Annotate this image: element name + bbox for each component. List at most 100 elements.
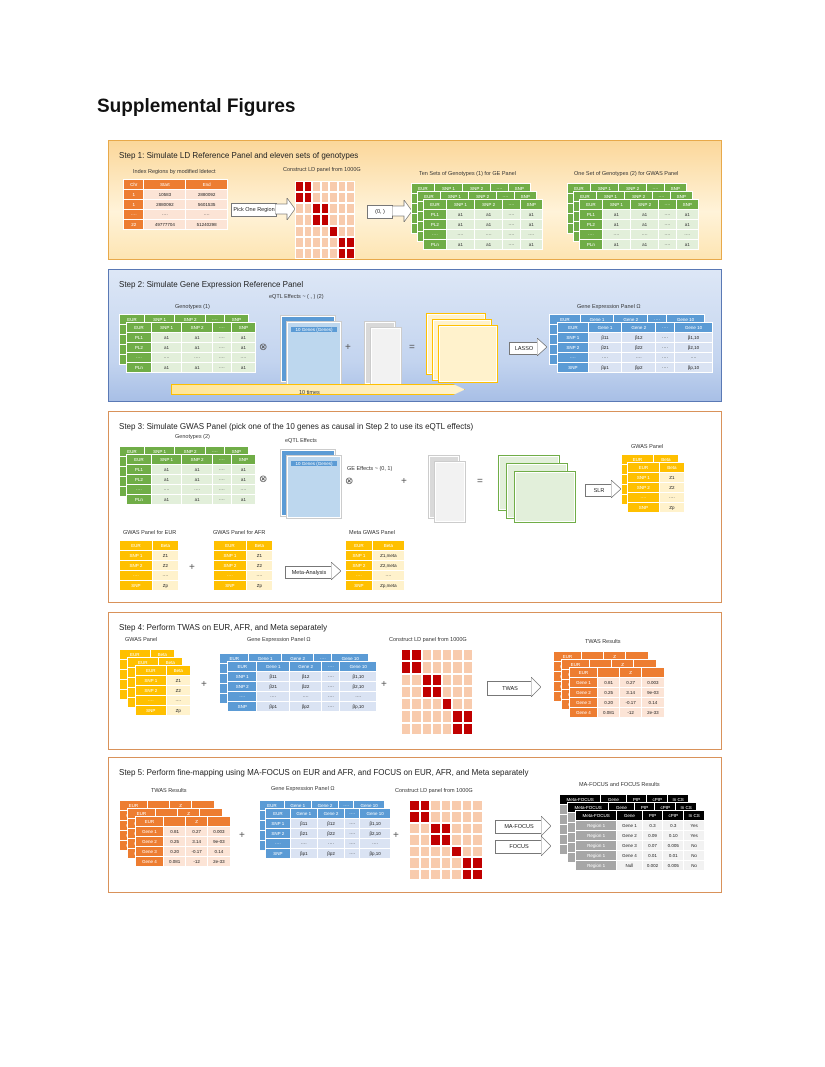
ld-cell — [320, 181, 330, 193]
table-cell: βp,10 — [359, 848, 391, 859]
table-cell: EUR — [135, 816, 164, 827]
ld-cell — [451, 857, 462, 869]
step3-panel: Step 3: Simulate GWAS Panel (pick one of… — [108, 411, 722, 603]
table-cell: ···· — [316, 838, 346, 849]
table-cell: ···· — [211, 332, 232, 343]
times-label: 10 times — [299, 390, 320, 396]
ld-cell — [452, 685, 463, 699]
table-cell: ···· — [126, 484, 152, 495]
arrow-icon — [541, 816, 551, 836]
eqtl-box: 10 Genes (Genes) — [291, 461, 337, 466]
ld-cell — [303, 214, 313, 226]
table-cell: Z2 — [165, 685, 192, 696]
ld-cell — [337, 192, 347, 204]
ld-cell — [472, 857, 483, 869]
table-cell: -0.17 — [185, 846, 208, 857]
table-cell: ···· — [502, 219, 521, 230]
plus-icon: + — [239, 830, 245, 841]
table-cell: SNP 1 — [135, 675, 167, 686]
page-title: Supplemental Figures — [97, 96, 296, 117]
ld-cell — [452, 698, 463, 711]
ld-cell — [451, 845, 462, 858]
table-cell: Gene 1 — [569, 677, 598, 688]
table-cell: SNP 1 — [119, 550, 153, 561]
ld-cell — [440, 834, 452, 846]
table-cell: a1 — [474, 239, 504, 250]
table-cell: ···· — [181, 352, 213, 363]
table-row: EUR Gene 1 Gene 2 ···· Gene 10 — [259, 800, 385, 811]
table-cell: -12 — [185, 856, 208, 867]
table-cell: 0.81 — [596, 677, 621, 688]
ld-cell — [303, 203, 313, 215]
ld-cell — [431, 685, 443, 699]
geno-table: EUR SNP 1 SNP 2 ···· SNP PL1 a1 a1 ···· a1 PL2 a1 a1… — [126, 322, 257, 373]
table-cell: ···· — [150, 352, 183, 363]
table-cell: Region 1 — [574, 840, 618, 851]
table-cell: ···· — [321, 691, 341, 702]
ld-cell — [295, 192, 304, 204]
ld-cell — [411, 722, 422, 735]
table-cell: SNP — [345, 580, 373, 591]
table-cell: Z — [619, 667, 642, 678]
table-cell: SNP 1 — [150, 454, 183, 465]
step1-title: Step 1: Simulate LD Reference Panel and … — [119, 151, 359, 160]
table-cell: Yes — [683, 830, 705, 841]
ld-cell — [430, 822, 441, 835]
table-cell: 0.25 — [162, 836, 187, 847]
table-cell: Region 1 — [574, 820, 618, 831]
table-cell: ···· — [165, 695, 192, 706]
ld-cell — [320, 214, 330, 226]
ge-table: EUR Gene 1 Gene 2 ···· Gene 10 SNP 1 β11 β12 ···… — [265, 808, 391, 859]
table-cell: Gene 3 — [616, 840, 643, 851]
table-cell: ···· — [211, 494, 232, 505]
ld-cell — [419, 868, 431, 880]
ld-panel-label: Construct LD panel from 1000G — [283, 167, 361, 173]
ld-cell — [430, 868, 441, 880]
ld-cell — [409, 868, 420, 880]
table-cell — [640, 667, 666, 678]
table-cell: Gene 1 — [256, 661, 290, 672]
ld-cell — [442, 649, 453, 662]
ld-cell — [442, 722, 453, 735]
error-card-front — [435, 462, 465, 522]
arrow-icon — [611, 480, 621, 498]
geno-label: Genotypes (2) — [175, 434, 210, 440]
ld-cell — [411, 698, 422, 711]
ld-cell — [303, 247, 313, 259]
error-card-front — [371, 328, 401, 388]
table-cell: ···· — [211, 454, 232, 465]
table-row: EUR Beta — [135, 665, 192, 676]
ld-cell — [421, 685, 432, 699]
table-cell: No — [683, 850, 705, 861]
ld-cell — [312, 225, 321, 237]
table-cell: ···· — [211, 474, 232, 485]
table-cell: ···· — [211, 484, 232, 495]
ld-cell — [462, 710, 473, 723]
table-cell: a1 — [474, 209, 504, 220]
focus-table: Meta-FOCUS Gene PIP cPIP In CS Region 1 Gene 1… — [574, 810, 705, 871]
ld-cell — [452, 661, 463, 674]
ld-cell — [329, 181, 338, 193]
ld-cell — [461, 857, 473, 869]
ld-cell — [411, 685, 422, 699]
table-cell: ···· — [344, 848, 361, 859]
ld-cell — [320, 225, 330, 237]
gwas-eur-table: EUR Beta SNP 1 Z1 SNP 2 Z2 ···· ···· SNP Zp — [119, 540, 180, 591]
ge-table: EUR Gene 1 Gene 2 ···· Gene 10 SNP 1 β11 β12 ···… — [226, 661, 377, 712]
table-cell: SNP 1 — [627, 472, 660, 483]
table-cell: 0.20 — [162, 846, 187, 857]
ld-cell — [442, 673, 453, 686]
eqtl-box: 10 Genes (Genes) — [291, 327, 337, 332]
gwas-panel-label: GWAS Panel — [631, 444, 664, 450]
table-row: SNP 2 Z2,meta — [345, 560, 406, 571]
